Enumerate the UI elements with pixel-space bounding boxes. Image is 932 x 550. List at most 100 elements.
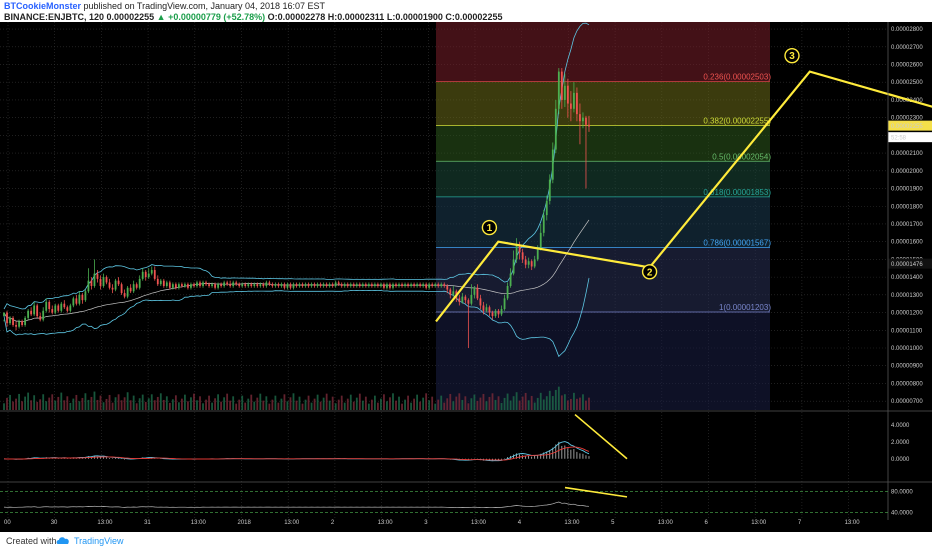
fib-zone — [436, 312, 770, 410]
candle-body — [533, 259, 536, 267]
volume-bar — [524, 392, 527, 410]
volume-bar — [153, 400, 156, 410]
candle-body — [235, 282, 238, 285]
candle-body — [150, 270, 153, 274]
chart-header: BTCookieMonster published on TradingView… — [0, 0, 932, 22]
macd-tick-label: 2.0000 — [891, 440, 910, 446]
candle-body — [358, 284, 361, 286]
y-tick-label: 0.00002500 — [891, 80, 923, 86]
candle-body — [434, 284, 437, 286]
volume-bar — [271, 399, 274, 410]
volume-bar — [579, 397, 581, 410]
volume-bar — [573, 392, 575, 410]
volume-bar — [232, 396, 235, 410]
volume-bar — [455, 396, 458, 410]
candle-body — [500, 309, 503, 315]
candle-body — [66, 307, 69, 311]
candle-body — [395, 284, 397, 286]
candle-body — [54, 305, 57, 313]
candle-body — [349, 284, 352, 286]
rsi-tick-label: 40.0000 — [891, 510, 913, 516]
candle-body — [217, 284, 219, 288]
volume-bar — [60, 392, 63, 410]
volume-bar — [24, 396, 27, 410]
candle-body — [401, 284, 403, 286]
volume-bar — [494, 399, 497, 410]
volume-bar — [325, 393, 328, 410]
volume-bar — [328, 400, 331, 410]
candle-body — [334, 282, 337, 286]
publish-line: BTCookieMonster published on TradingView… — [4, 1, 325, 11]
candle-body — [256, 284, 259, 286]
low-value: 0.00001900 — [395, 12, 443, 22]
candle-body — [491, 312, 494, 317]
candle-body — [545, 200, 548, 216]
y-tick-label: 0.00002100 — [891, 151, 923, 157]
last-price-text: 52:58 — [891, 136, 907, 142]
volume-bar — [12, 401, 14, 410]
candle-body — [202, 282, 204, 286]
candle-body — [443, 284, 446, 286]
volume-bar — [560, 395, 563, 410]
x-tick-label: 13:00 — [284, 520, 300, 526]
candle-body — [72, 298, 75, 306]
symbol-line: BINANCE:ENJBTC, 120 0.00002255 ▲ +0.0000… — [4, 12, 502, 22]
volume-bar — [449, 393, 452, 410]
wave-label-circle — [481, 219, 498, 236]
candle-body — [582, 117, 584, 122]
candle-body — [542, 215, 545, 233]
candle-body — [147, 273, 150, 278]
wave-label-circle — [641, 264, 658, 280]
volume-bar — [168, 402, 171, 410]
candle-body — [301, 284, 304, 286]
candle-body — [81, 294, 84, 301]
candle-body — [485, 307, 488, 311]
volume-bar — [253, 401, 256, 410]
candle-body — [265, 282, 268, 286]
candle-body — [96, 273, 99, 279]
volume-bar — [545, 396, 548, 410]
candle-body — [99, 278, 102, 286]
volume-bar — [398, 396, 400, 410]
volume-bar — [90, 396, 93, 410]
volume-bar — [223, 397, 226, 410]
volume-bar — [588, 397, 590, 410]
volume-bar — [177, 402, 180, 410]
volume-bar — [205, 399, 207, 410]
volume-bar — [174, 395, 177, 410]
wave-label-circle — [784, 47, 800, 64]
volume-bar — [500, 402, 503, 410]
volume-bar — [569, 398, 572, 410]
candle-body — [105, 277, 108, 283]
volume-bar — [488, 396, 491, 410]
publish-info: published on TradingView.com, January 04… — [83, 1, 326, 11]
volume-bar — [123, 397, 126, 410]
volume-bar — [147, 398, 150, 410]
volume-bar — [280, 398, 283, 410]
wave-label: 3 — [789, 51, 795, 62]
volume-bar — [277, 402, 280, 410]
volume-bar — [479, 397, 482, 410]
candle-body — [367, 284, 370, 286]
candle-body — [398, 284, 400, 286]
volume-bar — [334, 403, 337, 410]
tradingview-cloud-icon — [56, 537, 69, 544]
volume-bar — [476, 400, 479, 410]
volume-bar — [102, 402, 105, 410]
volume-bar — [214, 398, 216, 410]
volume-bar — [383, 394, 385, 410]
fib-level-label: 0.618(0.00001853) — [703, 188, 771, 197]
candle-body — [42, 310, 45, 320]
candle-body — [165, 282, 168, 286]
candle-body — [446, 285, 449, 290]
candle-body — [461, 296, 464, 302]
volume-bar — [132, 395, 135, 410]
author-name[interactable]: BTCookieMonster — [4, 1, 82, 11]
volume-bar — [108, 394, 111, 410]
tradingview-brand[interactable]: TradingView — [74, 536, 124, 546]
volume-bar — [84, 393, 87, 410]
fib-zone — [436, 22, 770, 82]
chart-area[interactable]: 00 30 13:00 31 13:00 2018 13:00 2 13:00 3 13:00 4 13… — [0, 22, 932, 532]
candle-body — [220, 284, 223, 286]
y-tick-label: 0.00001100 — [891, 328, 923, 334]
